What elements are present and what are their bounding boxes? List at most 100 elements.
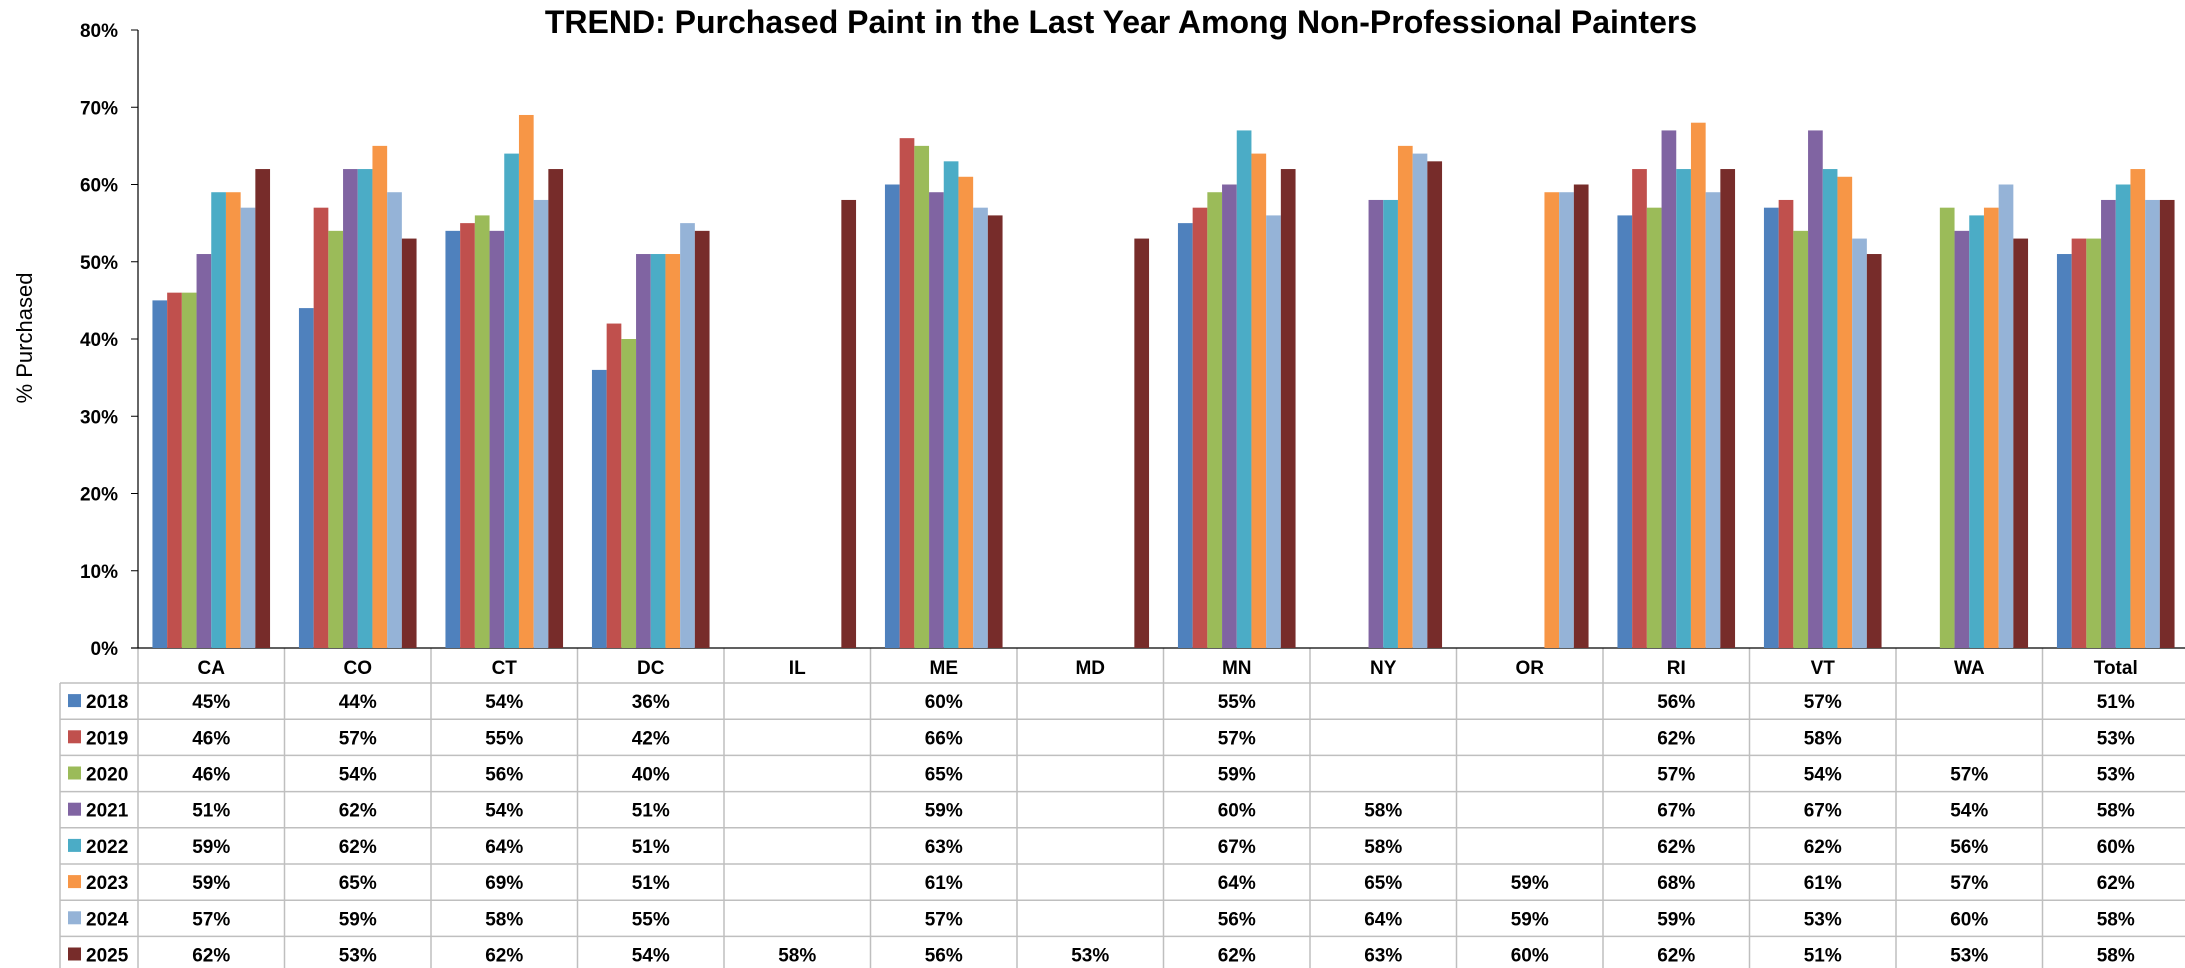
bar-ri-2022 <box>1676 169 1691 649</box>
bar-dc-2023 <box>665 254 681 648</box>
bar-ny-2025 <box>1427 161 1443 648</box>
legend-swatch-2025 <box>68 947 81 961</box>
category-label: RI <box>1667 658 1686 679</box>
table-cell: 65% <box>925 765 963 786</box>
table-cell: 58% <box>778 946 816 967</box>
bar-vt-2024 <box>1852 238 1867 648</box>
table-cell: 53% <box>2097 728 2135 749</box>
bar-mn-2020 <box>1207 192 1223 648</box>
legend-label: 2020 <box>86 765 128 786</box>
bar-me-2018 <box>884 184 900 648</box>
legend: 2018 2019 2020 2021 2022 2023 2024 2025 <box>68 692 129 967</box>
legend-label: 2024 <box>86 909 129 930</box>
table-cell: 55% <box>485 728 523 749</box>
category-label: IL <box>789 658 806 679</box>
bar-mn-2022 <box>1236 130 1252 649</box>
table-cell: 62% <box>192 946 230 967</box>
table-cell: 56% <box>925 946 963 967</box>
legend-swatch-2018 <box>68 694 81 708</box>
table-cell: 62% <box>1657 946 1695 967</box>
bar-or-2025 <box>1573 184 1589 648</box>
bar-dc-2019 <box>606 323 622 648</box>
category-label: Total <box>2094 658 2138 679</box>
bar-ca-2019 <box>167 292 182 648</box>
bar-me-2021 <box>929 192 944 648</box>
bar-dc-2021 <box>636 254 651 648</box>
y-axis-label: % Purchased <box>12 273 37 404</box>
bar-me-2023 <box>958 176 974 648</box>
table-cell: 59% <box>1511 873 1549 894</box>
table-cell: 58% <box>1364 801 1402 822</box>
bar-me-2020 <box>914 145 930 648</box>
table-cell: 51% <box>632 801 670 822</box>
legend-swatch-2019 <box>68 730 81 744</box>
bar-co-2023 <box>372 145 388 648</box>
bar-ca-2020 <box>181 292 197 648</box>
table-cell: 55% <box>632 909 670 930</box>
table-cell: 61% <box>925 873 963 894</box>
category-label: ME <box>930 658 959 679</box>
bar-ct-2021 <box>489 230 505 648</box>
bar-ny-2023 <box>1397 145 1413 648</box>
table-cell: 59% <box>1657 909 1695 930</box>
bar-wa-2020 <box>1939 207 1955 649</box>
table-cell: 54% <box>485 801 523 822</box>
bar-co-2021 <box>343 169 358 649</box>
y-tick-label: 0% <box>91 639 119 660</box>
table-cell: 53% <box>1804 909 1842 930</box>
bar-ri-2023 <box>1690 122 1706 648</box>
category-label: NY <box>1370 658 1397 679</box>
bar-wa-2022 <box>1969 215 1984 648</box>
table-cell: 62% <box>339 801 377 822</box>
table-cell: 58% <box>1804 728 1842 749</box>
table-cell: 44% <box>339 692 377 713</box>
table-cell: 64% <box>1218 873 1256 894</box>
bar-ct-2018 <box>445 230 461 648</box>
bar-ct-2020 <box>474 215 490 648</box>
bar-ri-2024 <box>1705 192 1721 648</box>
bar-or-2024 <box>1559 192 1574 648</box>
category-label: DC <box>637 658 665 679</box>
category-label: CT <box>492 658 518 679</box>
table-cell: 53% <box>339 946 377 967</box>
table-cell: 57% <box>1950 765 1988 786</box>
bar-mn-2019 <box>1192 207 1208 649</box>
bar-me-2022 <box>943 161 959 648</box>
bar-wa-2023 <box>1983 207 1999 649</box>
table-cell: 54% <box>485 692 523 713</box>
bar-vt-2021 <box>1808 130 1823 649</box>
bar-ca-2022 <box>211 192 226 648</box>
bar-ca-2021 <box>196 254 212 648</box>
bar-ct-2022 <box>504 153 519 648</box>
table-cell: 59% <box>192 873 230 894</box>
bar-dc-2018 <box>591 369 607 648</box>
legend-swatch-2023 <box>68 875 81 889</box>
bar-dc-2025 <box>694 230 710 648</box>
bar-total-2025 <box>2159 199 2175 648</box>
bar-vt-2025 <box>1866 254 1882 648</box>
bar-mn-2025 <box>1280 169 1296 649</box>
table-cell: 60% <box>925 692 963 713</box>
bar-ct-2023 <box>518 114 534 649</box>
table-cell: 40% <box>632 765 670 786</box>
legend-label: 2021 <box>86 801 129 822</box>
bar-il-2025 <box>841 199 857 648</box>
bar-vt-2023 <box>1837 176 1853 648</box>
bar-ri-2021 <box>1661 130 1677 649</box>
legend-swatch-2020 <box>68 766 81 780</box>
bar-co-2024 <box>387 192 402 648</box>
bar-ri-2025 <box>1720 169 1736 649</box>
table-cell: 59% <box>925 801 963 822</box>
table-cell: 53% <box>2097 765 2135 786</box>
table-cell: 61% <box>1804 873 1842 894</box>
table-cell: 62% <box>339 837 377 858</box>
table-cell: 45% <box>192 692 230 713</box>
bar-ca-2025 <box>255 169 271 649</box>
bar-ny-2024 <box>1412 153 1428 648</box>
bar-mn-2024 <box>1266 215 1281 648</box>
bar-vt-2022 <box>1822 169 1838 649</box>
table-cell: 51% <box>2097 692 2135 713</box>
bar-ri-2020 <box>1646 207 1662 649</box>
table-cell: 56% <box>1218 909 1256 930</box>
table-cell: 56% <box>1950 837 1988 858</box>
